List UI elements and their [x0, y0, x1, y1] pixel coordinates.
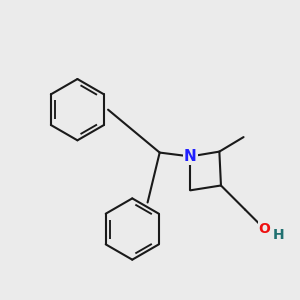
Text: H: H [272, 228, 284, 242]
Text: N: N [184, 149, 197, 164]
Text: O: O [259, 222, 271, 236]
